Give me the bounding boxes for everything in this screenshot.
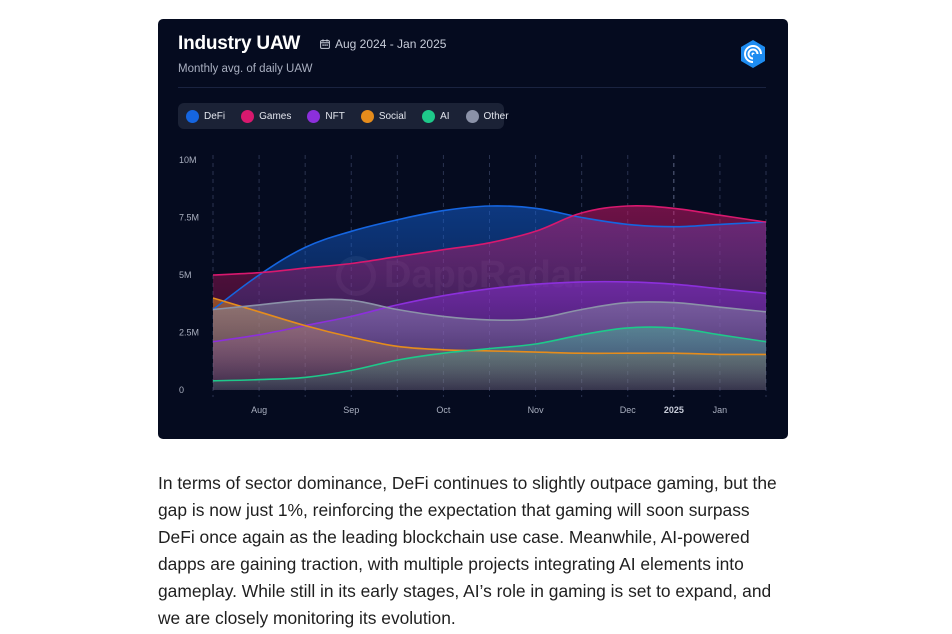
legend-item-other[interactable]: Other: [465, 109, 509, 123]
legend-label: Other: [483, 110, 509, 122]
y-tick-label: 5M: [179, 270, 192, 280]
article-paragraph: In terms of sector dominance, DeFi conti…: [158, 473, 777, 628]
legend-dot: [186, 109, 199, 123]
legend-dot: [241, 109, 255, 123]
legend-label: Social: [378, 110, 407, 122]
legend-dot: [360, 109, 374, 123]
legend-item-defi[interactable]: DeFi: [186, 109, 226, 123]
y-tick-label: 10M: [179, 155, 197, 165]
x-tick-label: Jan: [713, 405, 728, 415]
chart-card: Industry UAW Aug 2024 - Jan 2025 Monthly…: [158, 19, 788, 439]
legend-dot: [465, 109, 479, 123]
area-other: [213, 299, 766, 390]
chart-lines: [212, 204, 767, 382]
legend-label: DeFi: [204, 110, 226, 122]
line-social: [212, 297, 767, 356]
x-tick-label: 2025: [664, 405, 684, 415]
x-tick-label: Oct: [436, 405, 451, 415]
line-other: [212, 298, 767, 321]
legend-item-games[interactable]: Games: [241, 109, 292, 123]
legend-dot: [307, 109, 321, 123]
legend-item-ai[interactable]: AI: [422, 109, 450, 123]
x-tick-label: Dec: [620, 405, 637, 415]
y-axis-ticks: 0 2.5M 5M 7.5M 10M: [179, 155, 199, 395]
chart-title: Industry UAW: [178, 33, 301, 54]
legend-label: Games: [259, 110, 292, 122]
chart-subtitle: Monthly avg. of daily UAW: [178, 63, 313, 75]
legend-dot: [422, 109, 436, 123]
x-tick-label: Sep: [343, 405, 359, 415]
line-ai: [212, 326, 767, 382]
y-tick-label: 2.5M: [179, 328, 199, 338]
line-defi: [212, 205, 767, 311]
x-tick-label: Aug: [251, 405, 267, 415]
legend-label: NFT: [325, 110, 345, 122]
legend-item-social[interactable]: Social: [360, 109, 407, 123]
legend-item-nft[interactable]: NFT: [307, 109, 345, 123]
header-divider: [178, 87, 766, 88]
chart-legend: DeFi Games NFT Social AI Other: [178, 103, 509, 129]
x-axis-ticks: Aug Sep Oct Nov Dec 2025 Jan: [251, 405, 727, 415]
x-tick-label: Nov: [528, 405, 545, 415]
y-tick-label: 7.5M: [179, 213, 199, 223]
dappradar-icon[interactable]: [738, 39, 768, 69]
chart-plot: 0 2.5M 5M 7.5M 10M Aug Sep Oct Nov Dec 2025 Jan: [179, 155, 767, 415]
line-games: [212, 204, 767, 276]
y-tick-label: 0: [179, 385, 184, 395]
date-range[interactable]: Aug 2024 - Jan 2025: [320, 37, 446, 51]
chart-areas: [213, 205, 766, 390]
date-range-label: Aug 2024 - Jan 2025: [335, 37, 447, 51]
calendar-icon: [320, 39, 330, 49]
legend-label: AI: [440, 110, 450, 122]
